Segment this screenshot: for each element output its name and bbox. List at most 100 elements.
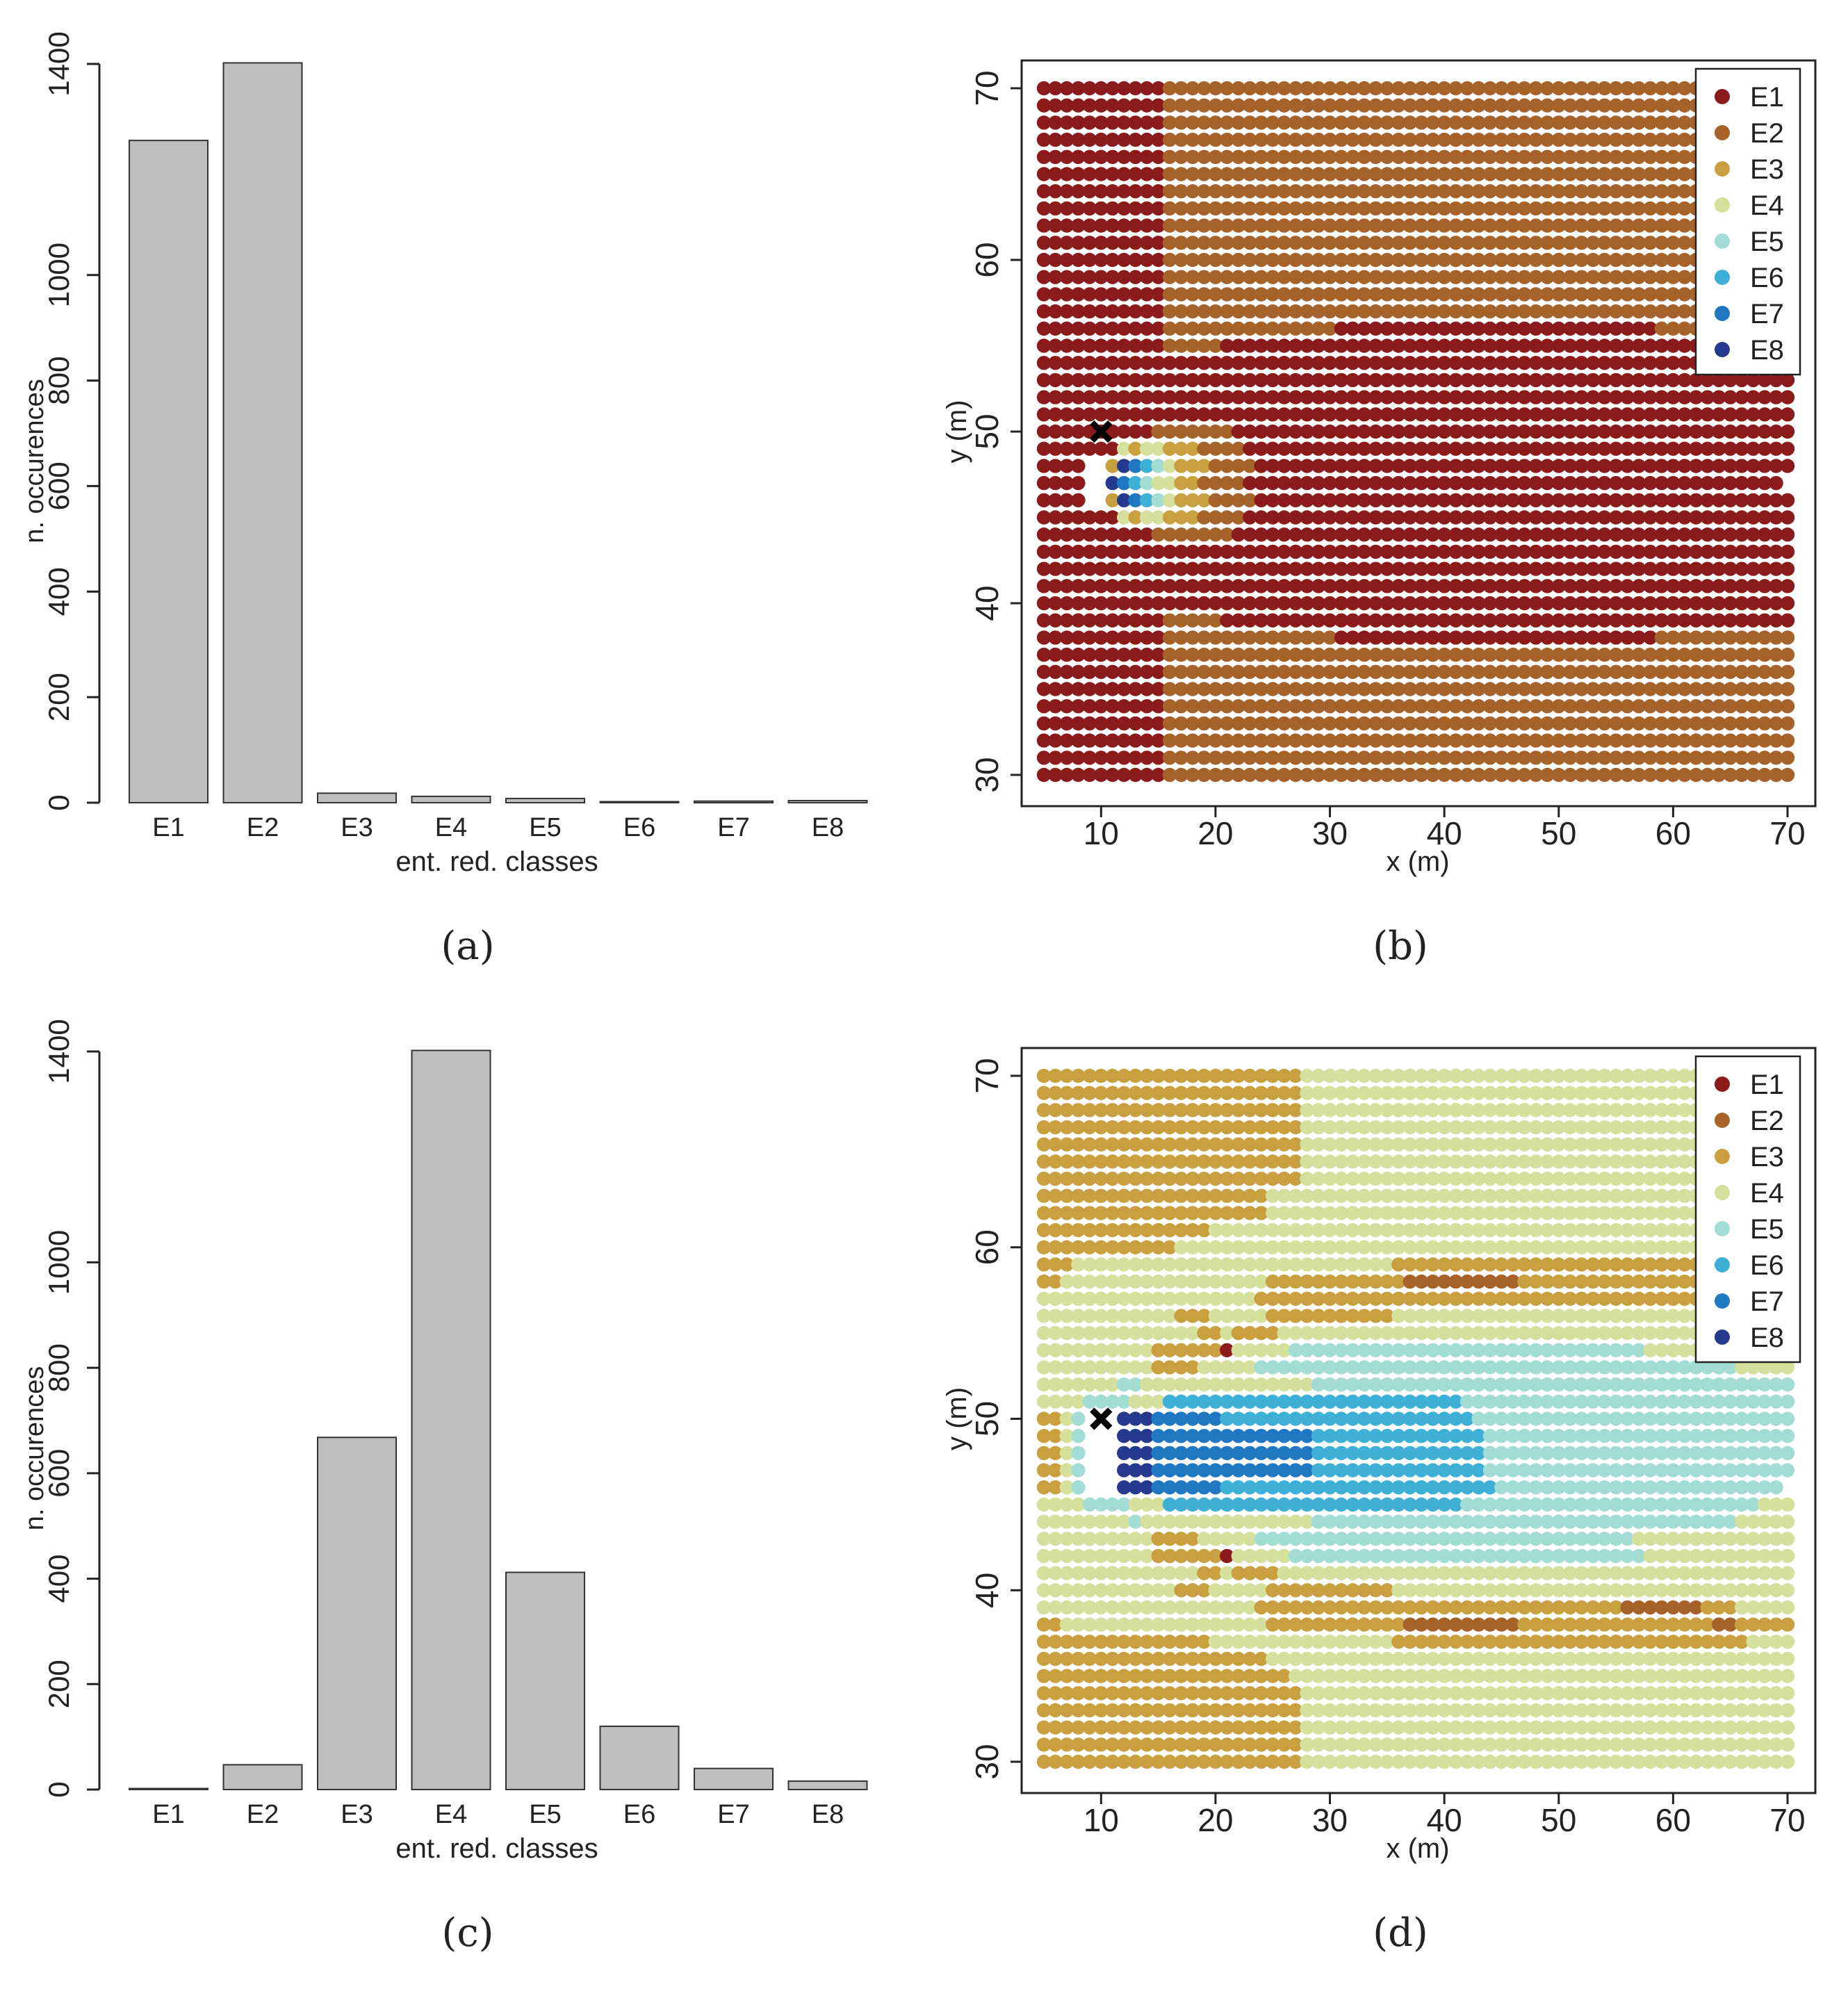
point-E1 xyxy=(1723,424,1737,439)
point-E2 xyxy=(1620,201,1635,216)
point-E1 xyxy=(1059,115,1074,130)
point-E2 xyxy=(1185,149,1200,165)
point-E2 xyxy=(1323,270,1337,284)
point-E2 xyxy=(1380,149,1395,165)
point-E2 xyxy=(1380,167,1395,181)
point-E1 xyxy=(1059,441,1074,456)
point-E2 xyxy=(1334,236,1349,250)
point-E2 xyxy=(1174,252,1188,268)
point-E1 xyxy=(1277,355,1291,370)
point-E2 xyxy=(1334,304,1349,319)
point-E1 xyxy=(1105,98,1120,113)
point-E2 xyxy=(1494,98,1509,113)
point-E1 xyxy=(1471,407,1486,422)
point-E1 xyxy=(1746,424,1760,439)
point-E2 xyxy=(1780,751,1795,765)
point-E2 xyxy=(1208,218,1223,233)
bar-E6 xyxy=(599,1725,680,1791)
point-E1 xyxy=(1597,441,1612,456)
category-label: E8 xyxy=(812,1800,844,1829)
category-label: E8 xyxy=(812,813,844,842)
legend-label: E6 xyxy=(1750,263,1784,293)
point-E1 xyxy=(1094,81,1109,96)
point-E3 xyxy=(1162,441,1177,456)
point-E1 xyxy=(1540,390,1555,404)
point-E1 xyxy=(1414,424,1429,439)
point-E2 xyxy=(1288,201,1303,216)
point-E1 xyxy=(1334,424,1349,439)
point-E2 xyxy=(1197,338,1211,353)
point-E2 xyxy=(1448,132,1463,147)
point-E2 xyxy=(1780,767,1795,783)
point-E1 xyxy=(1540,407,1555,422)
point-E1 xyxy=(1151,407,1166,422)
point-E2 xyxy=(1677,252,1692,268)
point-E1 xyxy=(1036,390,1052,404)
legend-swatch-E3 xyxy=(1715,161,1730,177)
point-E2 xyxy=(1334,98,1349,113)
point-E2 xyxy=(1220,236,1234,250)
point-E2 xyxy=(1368,167,1383,181)
point-E1 xyxy=(1082,167,1097,181)
point-E1 xyxy=(1459,390,1475,404)
point-E1 xyxy=(1357,390,1372,404)
point-E2 xyxy=(1403,132,1417,147)
point-E2 xyxy=(1334,81,1349,96)
point-E2 xyxy=(1448,183,1463,199)
point-E2 xyxy=(1266,167,1280,181)
point-E1 xyxy=(1082,407,1097,422)
point-E1 xyxy=(1574,355,1589,370)
point-E2 xyxy=(1505,287,1521,302)
point-E1 xyxy=(1689,441,1703,456)
point-E2 xyxy=(1311,252,1326,268)
point-E2 xyxy=(1597,304,1612,319)
point-E2 xyxy=(1185,115,1200,130)
point-E2 xyxy=(1459,287,1475,302)
point-E2 xyxy=(1585,236,1601,250)
point-E1 xyxy=(1494,407,1509,422)
point-E1 xyxy=(1357,355,1372,370)
point-E1 xyxy=(1094,183,1109,199)
point-E2 xyxy=(1368,236,1383,250)
point-E2 xyxy=(1266,304,1280,319)
point-E2 xyxy=(1300,252,1314,268)
point-E1 xyxy=(1448,373,1463,388)
point-E2 xyxy=(1277,252,1291,268)
point-E2 xyxy=(1403,167,1417,181)
bar-E6 xyxy=(599,801,680,804)
point-E2 xyxy=(1323,132,1337,147)
point-E2 xyxy=(1208,81,1223,96)
point-E1 xyxy=(1757,373,1772,388)
point-E1 xyxy=(1597,355,1612,370)
point-E2 xyxy=(1494,149,1509,165)
point-E2 xyxy=(1277,218,1291,233)
point-E1 xyxy=(1220,390,1234,404)
point-E2 xyxy=(1437,236,1452,250)
point-E2 xyxy=(1459,81,1475,96)
point-E1 xyxy=(1528,355,1544,370)
point-E2 xyxy=(1517,115,1532,130)
point-E2 xyxy=(1220,321,1234,336)
point-E1 xyxy=(1071,149,1086,165)
point-E1 xyxy=(1082,287,1097,302)
point-E2 xyxy=(1254,183,1268,199)
legend-box xyxy=(1694,67,1801,376)
point-E2 xyxy=(1425,218,1440,233)
point-E1 xyxy=(1139,355,1154,370)
point-E2 xyxy=(1563,236,1578,250)
point-E1 xyxy=(1128,149,1143,165)
point-E1 xyxy=(1139,132,1154,147)
legend-swatch-E1 xyxy=(1715,89,1730,104)
point-E2 xyxy=(1563,149,1578,165)
point-E2 xyxy=(1677,287,1692,302)
point-E1 xyxy=(1059,270,1074,284)
point-E2 xyxy=(1677,321,1692,336)
point-E2 xyxy=(1643,167,1658,181)
point-E2 xyxy=(1482,132,1498,147)
point-E2 xyxy=(1528,236,1544,250)
point-E1 xyxy=(1448,338,1463,353)
point-E1 xyxy=(1723,441,1737,456)
point-E1 xyxy=(1162,373,1177,388)
point-E2 xyxy=(1208,424,1223,439)
point-E1 xyxy=(1689,390,1703,404)
